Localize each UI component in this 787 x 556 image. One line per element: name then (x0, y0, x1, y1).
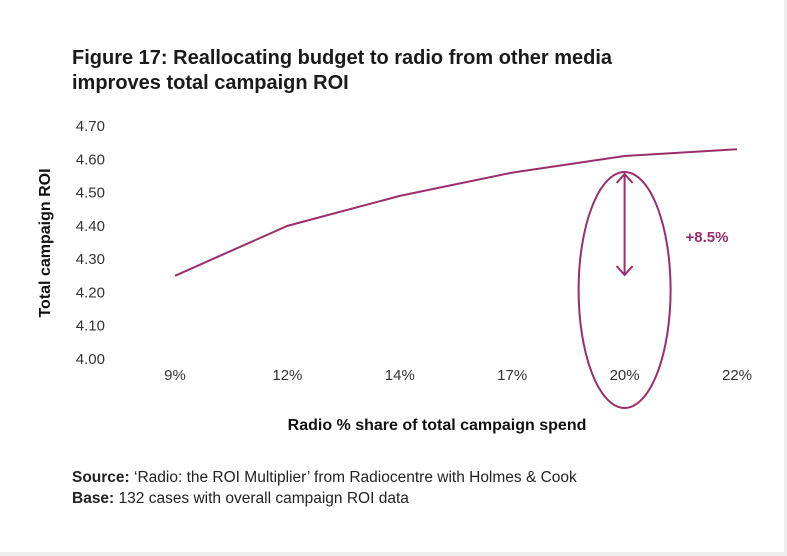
double-arrow-icon (615, 172, 634, 277)
title-line-1: Figure 17: Reallocating budget to radio … (72, 47, 613, 69)
x-tick-label: 14% (385, 367, 415, 384)
y-tick-label: 4.50 (76, 185, 105, 202)
highlight-ellipse (577, 171, 672, 409)
bottom-border (0, 552, 787, 556)
x-tick-label: 17% (497, 367, 527, 384)
right-border (784, 0, 787, 556)
y-tick-label: 4.10 (76, 318, 105, 335)
x-tick-label: 22% (722, 367, 752, 384)
x-tick-label: 12% (272, 367, 302, 384)
base-note: Base: 132 cases with overall campaign RO… (72, 490, 409, 507)
y-tick-label: 4.70 (76, 118, 105, 135)
y-tick-label: 4.30 (76, 251, 105, 268)
source-note: Source: ‘Radio: the ROI Multiplier’ from… (72, 469, 577, 486)
y-axis-label: Total campaign ROI (37, 168, 54, 317)
y-tick-label: 4.00 (76, 351, 105, 368)
y-tick-label: 4.40 (76, 218, 105, 235)
x-tick-label: 9% (164, 367, 186, 384)
annotation-label: +8.5% (686, 229, 729, 246)
title-line-2: improves total campaign ROI (72, 72, 349, 94)
x-tick-label: 20% (610, 367, 640, 384)
series-line (174, 148, 738, 277)
chart-title: Figure 17: Reallocating budget to radio … (72, 46, 612, 96)
x-axis-label: Radio % share of total campaign spend (288, 417, 587, 434)
y-tick-label: 4.60 (76, 151, 105, 168)
y-tick-label: 4.20 (76, 284, 105, 301)
